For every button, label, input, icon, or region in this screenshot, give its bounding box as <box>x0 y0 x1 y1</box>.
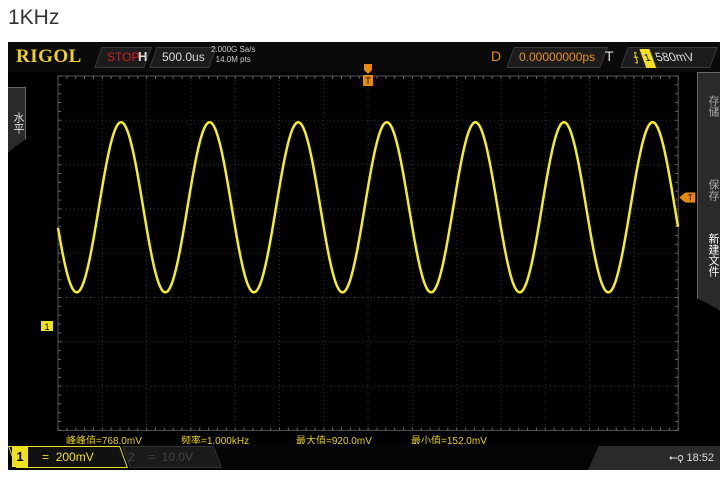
measurement-frequency: 频率=1.000kHz <box>181 436 250 447</box>
usb-icon: ⭠⚲ <box>668 452 684 464</box>
measurement-min: 最小值=152.0mV <box>411 436 487 447</box>
menu-item-storage[interactable]: 存储 <box>707 95 719 117</box>
page-title: 1KHz <box>8 6 60 29</box>
channel-2-scale: 2 = 10.0V <box>128 450 194 464</box>
menu-item-new-file[interactable]: 新建文件 <box>707 233 719 277</box>
channel-1-marker-label: 1 <box>44 322 49 332</box>
rigol-logo: RIGOL <box>16 46 82 67</box>
channel-1-trace <box>56 120 680 294</box>
waveform-display: 1 T T <box>41 64 696 431</box>
horizontal-menu-tab[interactable]: 水平 <box>8 87 26 152</box>
acquisition-info: 2.000G Sa/s 14.0M pts <box>211 45 256 64</box>
channel-1-scale: = 200mV <box>42 450 94 464</box>
trigger-position-label: T <box>365 76 371 86</box>
measurement-vpp: 峰峰值=768.0mV <box>66 436 142 447</box>
measurement-max: 最大值=920.0mV <box>296 436 372 447</box>
delay-label: D <box>491 48 502 64</box>
trigger-position-marker <box>363 75 373 86</box>
horizontal-label: H <box>138 49 148 64</box>
system-status: ⭠⚲ 18:52 <box>588 446 720 470</box>
oscilloscope-screen: RIGOL STOP H 500.0us 2.000G Sa/s 14.0M pt… <box>7 42 720 470</box>
menu-item-save[interactable]: 保存 <box>707 179 719 201</box>
clock: 18:52 <box>686 452 714 464</box>
trigger-top-marker <box>364 64 372 74</box>
trigger-level-marker <box>679 192 696 203</box>
channel-1-number: 1 <box>12 447 28 467</box>
trigger-level-label: T <box>688 194 693 203</box>
storage-menu[interactable]: 存储 保存 新建文件 <box>697 72 720 310</box>
trigger-label: T <box>605 48 614 64</box>
channel-1-ground-marker <box>41 321 53 331</box>
